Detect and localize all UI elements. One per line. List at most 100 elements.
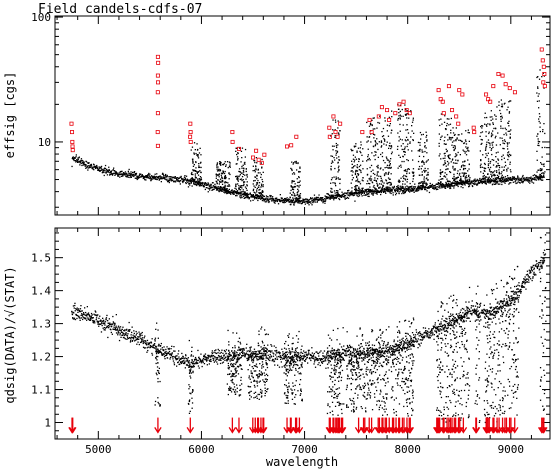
effsig-point xyxy=(406,172,408,175)
effsig-point xyxy=(231,192,233,194)
effsig-point xyxy=(331,197,333,199)
effsig-point xyxy=(96,164,98,167)
effsig-point xyxy=(260,183,263,185)
qdsig-point xyxy=(266,349,268,351)
qdsig-point xyxy=(141,337,144,339)
qdsig-point xyxy=(342,348,344,351)
effsig-point xyxy=(240,197,242,199)
effsig-point xyxy=(509,100,511,102)
effsig-point xyxy=(421,186,423,188)
effsig-point xyxy=(448,124,450,126)
effsig-point xyxy=(199,162,202,164)
effsig-point xyxy=(401,108,403,111)
effsig-point xyxy=(207,191,209,193)
effsig-point xyxy=(398,181,400,183)
effsig-point xyxy=(282,201,284,204)
effsig-point xyxy=(446,125,448,127)
effsig-point xyxy=(358,188,360,190)
effsig-point xyxy=(488,176,490,178)
effsig-point xyxy=(339,130,341,132)
effsig-point xyxy=(335,190,338,192)
effsig-point xyxy=(199,181,201,184)
effsig-point xyxy=(495,182,497,184)
effsig-point xyxy=(81,164,83,167)
qdsig-point xyxy=(256,355,258,357)
effsig-point xyxy=(388,190,390,193)
effsig-point xyxy=(133,171,136,173)
effsig-point xyxy=(290,199,292,202)
effsig-point xyxy=(226,190,228,192)
qdsig-point xyxy=(90,312,93,315)
qdsig-point xyxy=(215,359,217,361)
qdsig-point xyxy=(108,322,110,324)
effsig-point xyxy=(459,182,461,184)
effsig-point xyxy=(202,182,204,184)
effsig-point xyxy=(380,191,383,194)
sky-line-marker xyxy=(456,121,461,126)
effsig-point xyxy=(257,194,259,197)
effsig-point xyxy=(390,153,393,155)
effsig-point xyxy=(404,186,407,188)
effsig-point xyxy=(390,146,393,148)
qdsig-point xyxy=(217,352,219,354)
qdsig-point xyxy=(268,356,271,358)
effsig-point xyxy=(334,167,336,170)
effsig-point xyxy=(331,133,333,135)
effsig-point xyxy=(538,113,541,115)
effsig-point xyxy=(125,173,127,175)
effsig-point xyxy=(173,180,176,182)
effsig-point xyxy=(504,182,506,184)
effsig-point xyxy=(464,184,466,186)
effsig-point xyxy=(480,125,482,128)
qdsig-point xyxy=(272,355,275,357)
effsig-point xyxy=(357,195,359,198)
effsig-point xyxy=(154,178,157,180)
qdsig-point xyxy=(103,321,105,323)
effsig-point xyxy=(414,183,416,185)
effsig-point xyxy=(519,179,521,181)
effsig-point xyxy=(224,176,226,178)
effsig-point xyxy=(360,144,362,146)
qdsig-point xyxy=(349,344,351,346)
qdsig-point xyxy=(189,365,192,367)
qdsig-point xyxy=(113,324,115,326)
qdsig-point xyxy=(107,336,109,339)
effsig-point xyxy=(516,179,518,181)
effsig-point xyxy=(354,188,356,191)
effsig-point xyxy=(372,145,375,147)
qdsig-point xyxy=(335,350,338,352)
effsig-point xyxy=(542,172,544,174)
effsig-point xyxy=(124,171,127,173)
qdsig-point xyxy=(286,353,288,356)
effsig-point xyxy=(489,166,492,169)
effsig-point xyxy=(129,173,131,175)
effsig-point xyxy=(236,156,239,158)
qdsig-point xyxy=(117,334,119,336)
effsig-point xyxy=(383,182,385,184)
effsig-point xyxy=(73,159,75,162)
effsig-point xyxy=(441,184,443,186)
qdsig-point xyxy=(206,359,208,361)
effsig-point xyxy=(147,175,149,177)
effsig-point xyxy=(315,197,317,199)
effsig-point xyxy=(306,200,308,202)
qdsig-point xyxy=(364,352,366,354)
effsig-point xyxy=(501,179,504,181)
effsig-point xyxy=(195,176,197,179)
qdsig-point xyxy=(293,359,295,361)
effsig-point xyxy=(107,170,109,172)
effsig-point xyxy=(331,177,333,179)
qdsig-point xyxy=(194,356,197,359)
effsig-point xyxy=(155,177,157,179)
qdsig-point xyxy=(275,350,277,352)
qdsig-point xyxy=(88,319,91,321)
qdsig-point xyxy=(144,335,146,337)
effsig-point xyxy=(243,194,245,196)
effsig-point xyxy=(410,110,412,112)
effsig-point xyxy=(445,128,447,131)
effsig-point xyxy=(484,182,486,184)
effsig-point xyxy=(288,198,290,200)
qdsig-point xyxy=(233,353,235,355)
effsig-point xyxy=(387,182,389,184)
effsig-point xyxy=(466,180,468,183)
